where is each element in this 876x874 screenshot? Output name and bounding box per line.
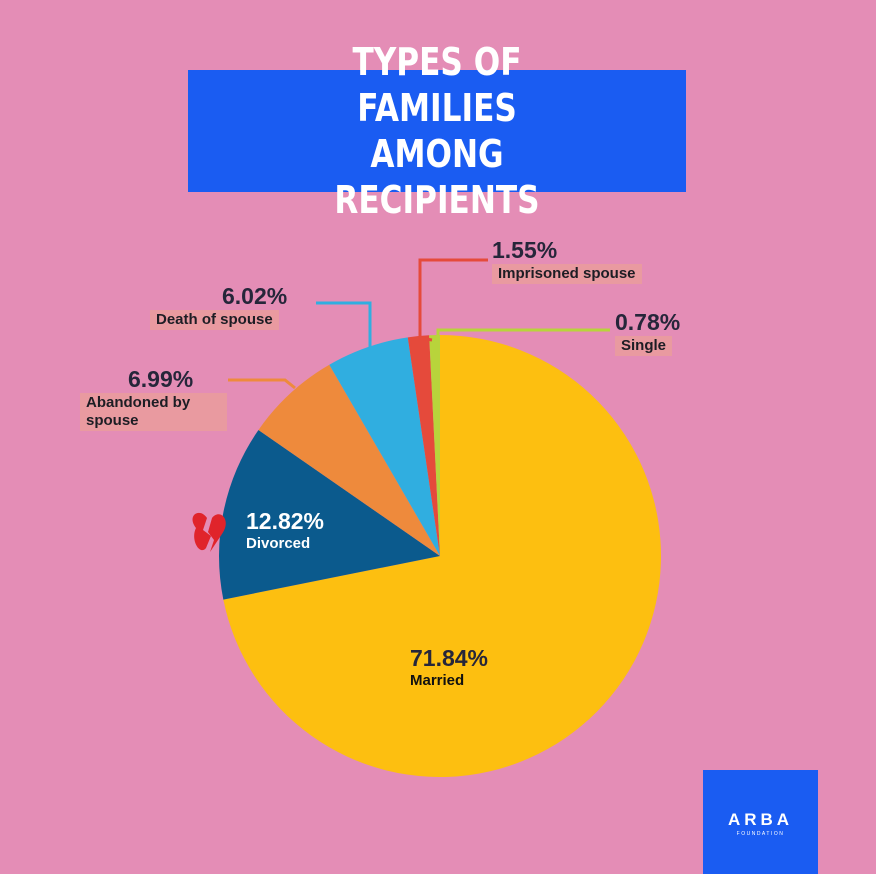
pie-slice <box>223 335 661 777</box>
pie-slice <box>429 335 440 556</box>
leader-line <box>228 378 296 390</box>
category-label: Divorced <box>246 535 311 552</box>
broken-heart-icon <box>208 514 226 552</box>
value-label: 6.99% <box>128 366 194 392</box>
category-label: Death of spouse <box>150 310 279 330</box>
leader-line <box>316 301 372 348</box>
category-label: Single <box>615 336 673 356</box>
pie-slice <box>329 337 440 556</box>
title-box: TYPES OF FAMILIES AMONG RECIPIENTS <box>188 40 686 222</box>
pie-slice <box>407 335 440 556</box>
slice-label: 71.84% Married <box>410 645 488 690</box>
slice-label: 6.02% Death of spouse <box>150 283 287 330</box>
category-label: Married <box>410 672 465 689</box>
slice-label: 6.99% Abandoned by spouse <box>80 366 227 431</box>
value-label: 6.02% <box>222 283 288 309</box>
value-label: 0.78% <box>615 309 681 335</box>
logo-subtitle: FOUNDATION <box>736 831 785 837</box>
slice-label: 1.55% Imprisoned spouse <box>492 237 642 284</box>
value-label: 1.55% <box>492 237 558 263</box>
logo: ARBA FOUNDATION <box>703 770 818 874</box>
slice-label: 0.78% Single <box>615 309 680 356</box>
category-label: Abandoned by spouse <box>80 393 227 431</box>
slice-label: 12.82% Divorced <box>246 508 324 553</box>
pie-slice <box>258 364 440 556</box>
broken-heart-icon <box>192 512 211 551</box>
chart-title: TYPES OF FAMILIES AMONG RECIPIENTS <box>334 40 540 222</box>
leader-line <box>418 258 488 342</box>
leader-line <box>436 328 610 340</box>
value-label: 12.82% <box>246 508 325 534</box>
logo-name: ARBA <box>727 810 794 829</box>
value-label: 71.84% <box>410 645 489 671</box>
pie-slice <box>219 429 440 600</box>
category-label: Imprisoned spouse <box>492 264 642 284</box>
